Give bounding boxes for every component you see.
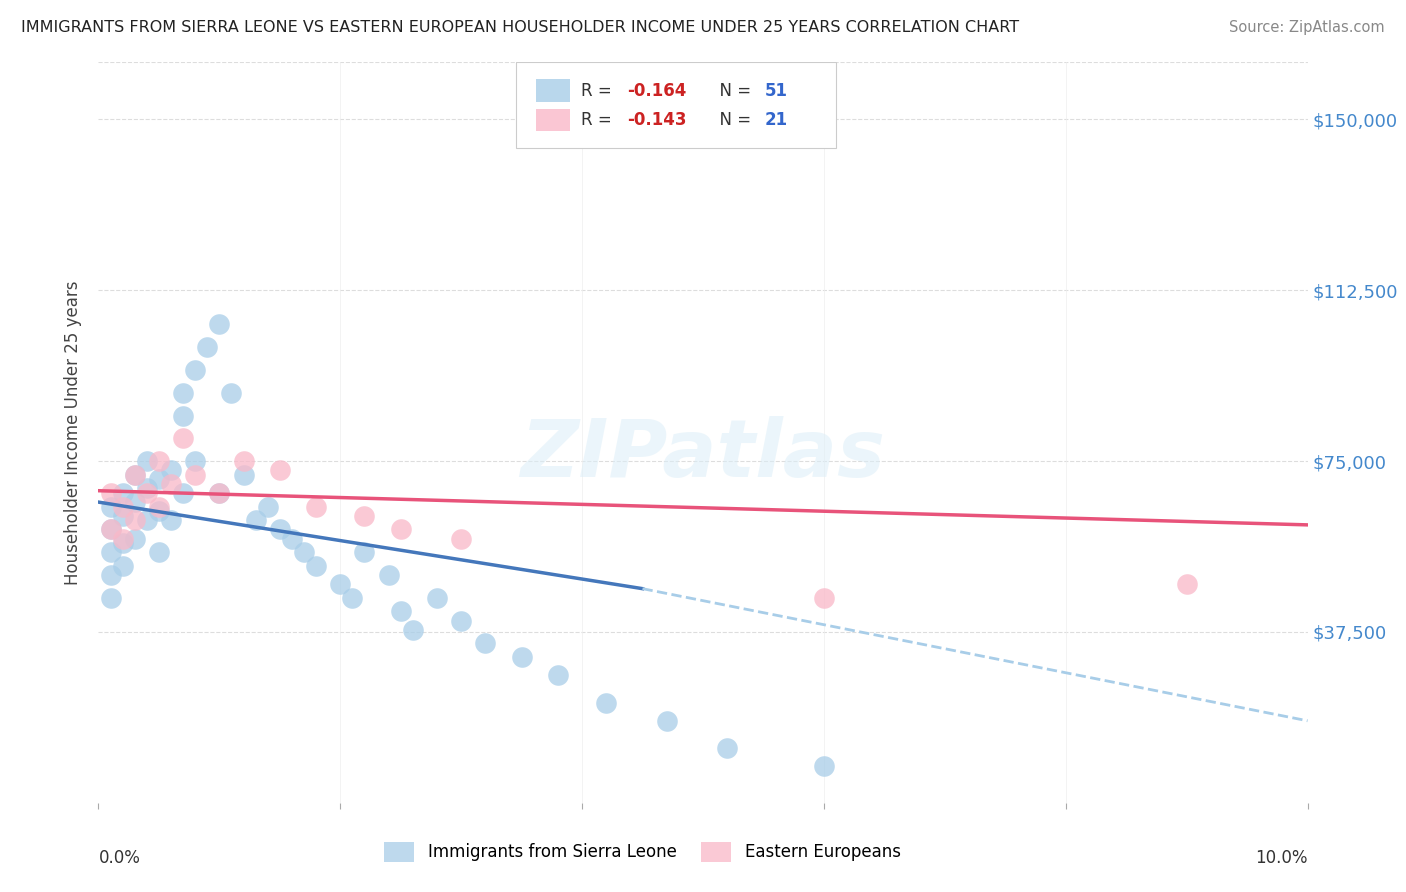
Text: -0.164: -0.164 (627, 81, 686, 100)
Text: R =: R = (581, 112, 617, 129)
Point (195, 340, 218, 354)
Text: N =: N = (709, 112, 756, 129)
Point (172, 409, 194, 423)
Point (716, 741, 738, 756)
Text: -0.143: -0.143 (627, 112, 686, 129)
Text: Source: ZipAtlas.com: Source: ZipAtlas.com (1229, 20, 1385, 35)
Point (547, 668, 569, 682)
Point (342, 591, 364, 605)
Y-axis label: Householder Income Under 25 years: Householder Income Under 25 years (65, 280, 83, 585)
Point (135, 486, 157, 500)
Point (474, 636, 496, 650)
Point (232, 454, 254, 468)
Point (100, 545, 122, 559)
Legend: Immigrants from Sierra Leone, Eastern Europeans: Immigrants from Sierra Leone, Eastern Eu… (378, 835, 907, 869)
Point (172, 431, 194, 445)
Point (111, 500, 134, 514)
Point (135, 454, 157, 468)
Point (305, 558, 328, 573)
Point (353, 508, 375, 523)
Point (100, 486, 122, 500)
Point (353, 545, 375, 559)
Point (813, 591, 835, 605)
Point (100, 523, 122, 537)
Point (245, 513, 267, 527)
Point (813, 759, 835, 773)
Point (232, 467, 254, 482)
Point (172, 385, 194, 400)
Point (100, 523, 122, 537)
Point (595, 696, 617, 710)
Point (160, 513, 183, 527)
Point (100, 591, 122, 605)
Point (292, 545, 315, 559)
Text: 21: 21 (765, 112, 787, 129)
Point (124, 467, 146, 482)
Text: 51: 51 (765, 81, 787, 100)
Point (184, 363, 207, 377)
Point (426, 591, 449, 605)
Point (124, 467, 146, 482)
Point (184, 467, 207, 482)
Point (160, 476, 183, 491)
Point (377, 568, 399, 582)
Text: 0.0%: 0.0% (98, 848, 141, 867)
Point (111, 508, 134, 523)
Point (269, 523, 291, 537)
Point (135, 513, 157, 527)
Point (269, 463, 291, 477)
Point (124, 495, 146, 509)
Point (111, 536, 134, 550)
Point (100, 568, 122, 582)
Point (450, 532, 472, 546)
Point (124, 532, 146, 546)
Point (111, 486, 134, 500)
Point (208, 486, 231, 500)
Text: 10.0%: 10.0% (1256, 848, 1308, 867)
Point (160, 463, 183, 477)
Point (148, 504, 170, 518)
Point (100, 500, 122, 514)
Text: IMMIGRANTS FROM SIERRA LEONE VS EASTERN EUROPEAN HOUSEHOLDER INCOME UNDER 25 YEA: IMMIGRANTS FROM SIERRA LEONE VS EASTERN … (21, 20, 1019, 35)
Point (172, 486, 194, 500)
Point (305, 500, 328, 514)
Point (148, 472, 170, 486)
Point (148, 454, 170, 468)
Text: R =: R = (581, 81, 617, 100)
Point (208, 486, 231, 500)
Point (124, 513, 146, 527)
Point (402, 623, 425, 637)
Point (135, 482, 157, 496)
FancyBboxPatch shape (536, 79, 569, 102)
Point (148, 545, 170, 559)
Point (1175, 577, 1198, 591)
FancyBboxPatch shape (516, 62, 837, 147)
Point (184, 454, 207, 468)
Point (510, 650, 533, 665)
Point (389, 523, 412, 537)
Point (389, 604, 412, 618)
Point (111, 532, 134, 546)
Text: N =: N = (709, 81, 756, 100)
Point (329, 577, 352, 591)
Text: ZIPatlas: ZIPatlas (520, 416, 886, 494)
Point (281, 532, 304, 546)
Point (221, 385, 243, 400)
FancyBboxPatch shape (536, 109, 569, 131)
Point (111, 558, 134, 573)
Point (256, 500, 278, 514)
Point (450, 614, 472, 628)
Point (208, 318, 231, 332)
Point (655, 714, 678, 728)
Point (148, 500, 170, 514)
